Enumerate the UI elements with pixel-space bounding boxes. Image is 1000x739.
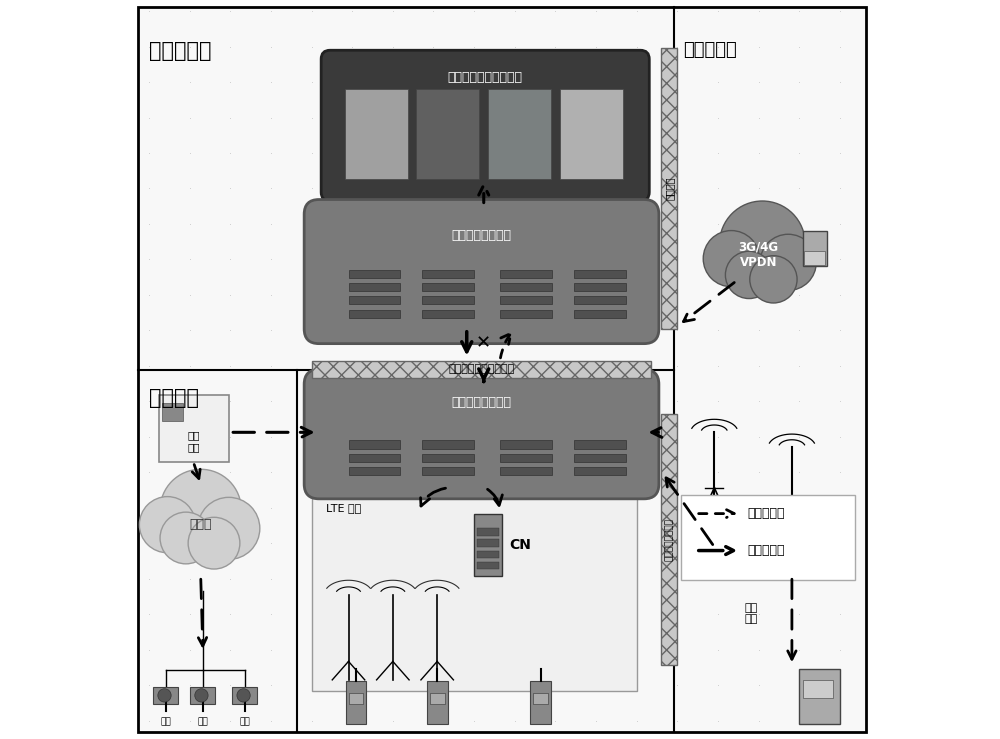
Text: 视频监控流: 视频监控流	[748, 544, 785, 557]
Text: 3G/4G
VPDN: 3G/4G VPDN	[739, 241, 779, 269]
Text: 公网
基站: 公网 基站	[745, 602, 758, 624]
Bar	[153, 687, 178, 704]
Bar	[312, 361, 651, 378]
Text: 视综
平台: 视综 平台	[187, 430, 200, 452]
Bar	[500, 270, 552, 278]
Text: 视频专网: 视频专网	[149, 388, 199, 408]
Bar	[661, 48, 677, 329]
Bar	[477, 551, 499, 558]
Circle shape	[160, 469, 241, 551]
Bar	[422, 296, 474, 304]
Text: 光纤: 光纤	[198, 717, 208, 726]
Text: 通信业务融合平台: 通信业务融合平台	[452, 396, 512, 409]
Bar	[533, 693, 548, 704]
Text: ✕: ✕	[476, 335, 491, 353]
Circle shape	[725, 251, 773, 299]
Bar	[346, 681, 366, 724]
Text: 合成作战指挥调度平台: 合成作战指挥调度平台	[448, 71, 523, 84]
Bar	[500, 467, 552, 475]
Bar	[422, 440, 474, 449]
Bar	[803, 231, 827, 266]
Bar	[500, 454, 552, 462]
Circle shape	[158, 689, 171, 702]
Bar	[349, 270, 400, 278]
Bar	[574, 454, 626, 462]
Circle shape	[139, 497, 196, 553]
Bar	[349, 467, 400, 475]
Text: 通信业务融合平台: 通信业务融合平台	[452, 228, 512, 242]
Bar	[574, 310, 626, 318]
Bar	[427, 681, 448, 724]
FancyBboxPatch shape	[321, 50, 649, 201]
Bar	[574, 467, 626, 475]
Bar	[500, 310, 552, 318]
Bar	[799, 669, 840, 724]
Bar	[574, 283, 626, 291]
Bar	[804, 251, 825, 265]
Bar	[416, 89, 479, 179]
Circle shape	[760, 234, 816, 290]
Bar	[162, 403, 183, 421]
Bar	[422, 454, 474, 462]
Bar	[661, 414, 677, 665]
Bar	[474, 514, 502, 576]
Bar	[803, 680, 833, 698]
Bar	[477, 528, 499, 536]
Bar	[560, 89, 623, 179]
Circle shape	[198, 497, 260, 559]
Bar	[422, 270, 474, 278]
Bar	[345, 89, 408, 179]
Text: 安全边界（视频网闸）: 安全边界（视频网闸）	[448, 364, 515, 375]
Bar	[477, 539, 499, 547]
FancyBboxPatch shape	[304, 370, 659, 499]
Bar	[349, 440, 400, 449]
Text: CN: CN	[510, 539, 531, 552]
Bar	[349, 296, 400, 304]
Text: 公安信息网: 公安信息网	[149, 41, 211, 61]
Bar	[349, 693, 363, 704]
Bar	[190, 687, 215, 704]
Text: 同轴: 同轴	[161, 717, 171, 726]
Bar	[422, 283, 474, 291]
Text: LTE 专网: LTE 专网	[326, 503, 362, 513]
Bar	[500, 296, 552, 304]
Bar	[574, 270, 626, 278]
Circle shape	[237, 689, 250, 702]
Bar	[159, 395, 229, 462]
Bar	[430, 693, 445, 704]
Circle shape	[703, 231, 759, 287]
Bar	[422, 467, 474, 475]
Text: 传输网: 传输网	[189, 518, 212, 531]
Bar	[422, 310, 474, 318]
Bar	[349, 310, 400, 318]
Bar	[349, 283, 400, 291]
Bar	[530, 681, 551, 724]
Bar	[349, 454, 400, 462]
Text: 网线: 网线	[240, 717, 250, 726]
Bar	[574, 440, 626, 449]
Bar	[574, 296, 626, 304]
Bar	[477, 562, 499, 569]
Text: 安全边界或防火墙: 安全边界或防火墙	[665, 518, 674, 561]
FancyBboxPatch shape	[304, 200, 659, 344]
Bar	[500, 440, 552, 449]
Circle shape	[160, 512, 212, 564]
Circle shape	[719, 201, 805, 287]
Bar	[312, 488, 637, 691]
Bar	[500, 283, 552, 291]
Text: 视频分发流: 视频分发流	[748, 507, 785, 520]
Text: 安全边界: 安全边界	[664, 177, 674, 200]
Text: 运营商公网: 运营商公网	[683, 41, 737, 58]
Circle shape	[750, 256, 797, 303]
Bar	[488, 89, 551, 179]
Circle shape	[188, 517, 240, 569]
Bar	[232, 687, 257, 704]
Circle shape	[195, 689, 208, 702]
Bar	[681, 495, 855, 580]
